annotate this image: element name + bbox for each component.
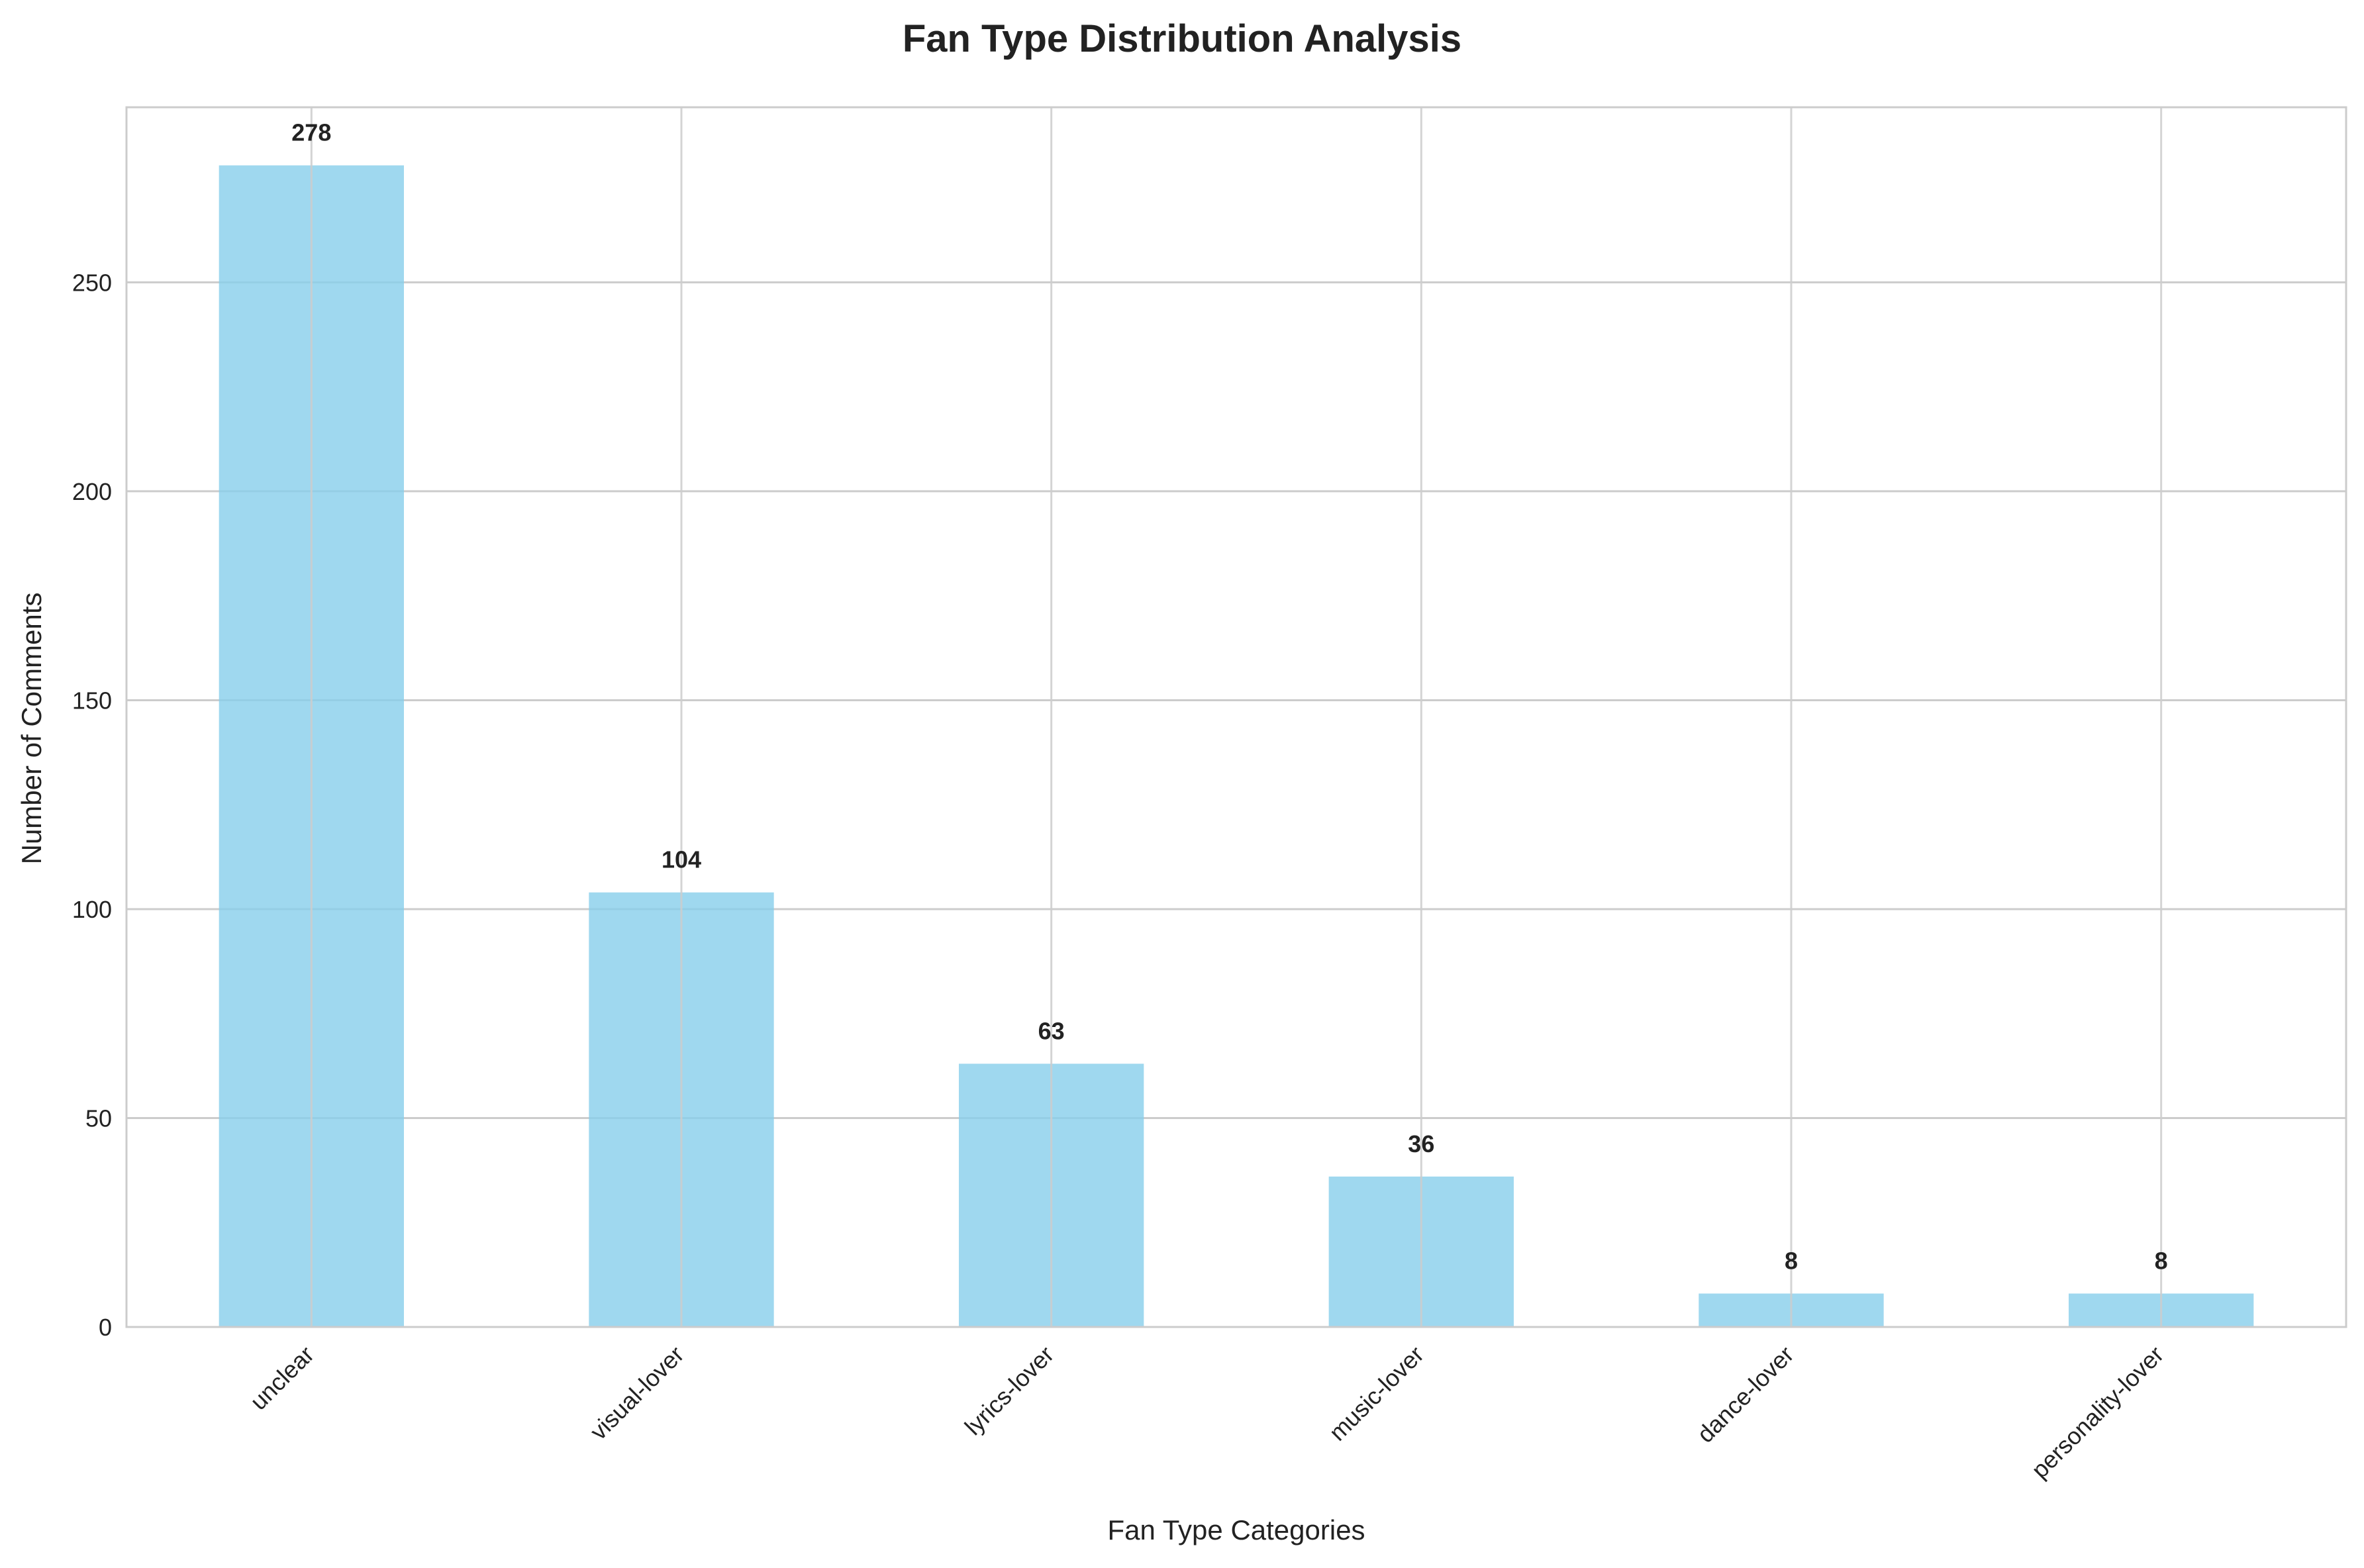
y-tick-label: 50 [85, 1104, 112, 1132]
x-tick-label: dance-lover [1692, 1341, 1799, 1448]
x-axis-title: Fan Type Categories [1107, 1514, 1365, 1545]
x-tick-label: music-lover [1324, 1341, 1429, 1446]
y-tick-label: 100 [72, 896, 112, 923]
plot-frame [125, 106, 2347, 1328]
y-tick-label: 250 [72, 269, 112, 296]
chart-title: Fan Type Distribution Analysis [903, 17, 1461, 60]
x-tick-label: lyrics-lover [960, 1341, 1059, 1441]
x-tick-label: unclear [245, 1341, 319, 1415]
bar-value-label: 63 [1038, 1017, 1065, 1044]
y-tick-label: 200 [72, 478, 112, 505]
y-axis-title: Number of Comments [16, 593, 47, 865]
grid-lines [126, 281, 2346, 1328]
x-tick-label: visual-lover [585, 1341, 689, 1446]
bar-value-label: 8 [1785, 1248, 1798, 1275]
x-tick-label: personality-lover [2026, 1341, 2169, 1484]
bar-value-label: 8 [2155, 1248, 2168, 1275]
bar-value-label: 36 [1408, 1130, 1434, 1157]
y-tick-label: 150 [72, 687, 112, 714]
y-axis-ticks: 0 50 100 150 200 250 [72, 269, 112, 1341]
data-labels: 278 104 63 36 8 8 [291, 119, 2167, 1275]
bars [219, 165, 2254, 1328]
x-axis-ticks: unclear visual-lover lyrics-lover music-lov… [245, 1341, 2169, 1484]
bar-value-label: 278 [291, 119, 331, 146]
bar-value-label: 104 [662, 846, 701, 873]
y-tick-label: 0 [99, 1314, 112, 1341]
vertical-grid-lines [310, 107, 2163, 1327]
